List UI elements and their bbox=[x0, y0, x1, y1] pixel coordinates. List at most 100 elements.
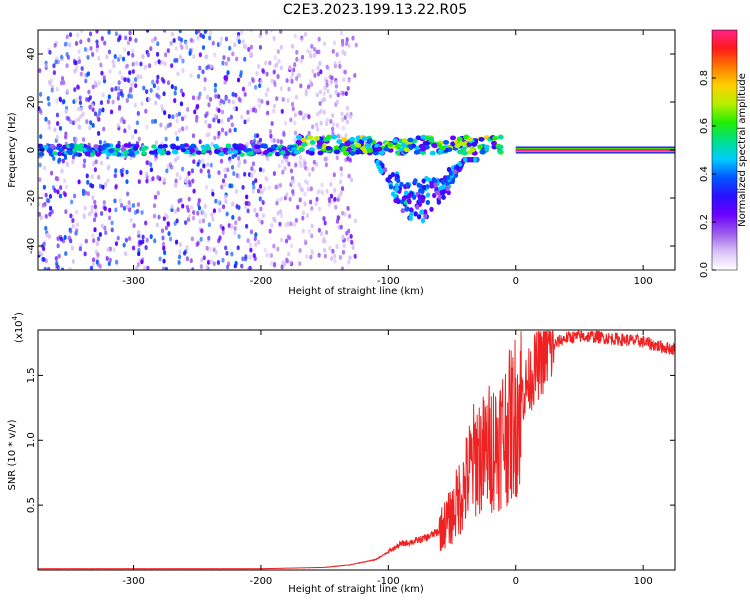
heatmap-cell bbox=[127, 236, 132, 241]
heatmap-cell bbox=[79, 113, 83, 119]
heatmap-cell bbox=[68, 42, 72, 48]
heatmap-cell bbox=[98, 232, 102, 237]
heatmap-cell bbox=[53, 127, 57, 133]
heatmap-cell bbox=[106, 178, 110, 183]
heatmap-cell bbox=[137, 136, 141, 142]
heatmap-cell bbox=[204, 184, 209, 190]
heatmap-cell bbox=[292, 222, 296, 228]
heatmap-cell bbox=[222, 99, 226, 105]
heatmap-cell bbox=[230, 122, 234, 128]
heatmap-cell bbox=[175, 172, 179, 177]
heatmap-cell bbox=[44, 213, 48, 219]
heatmap-cell bbox=[329, 193, 334, 199]
heatmap-cell bbox=[322, 91, 326, 97]
heatmap-cell bbox=[203, 86, 207, 92]
heatmap-cell bbox=[144, 220, 148, 226]
heatmap-cell bbox=[310, 206, 314, 211]
heatmap-cell bbox=[198, 65, 202, 71]
heatmap-cell bbox=[88, 211, 92, 217]
heatmap-cell bbox=[56, 121, 60, 126]
heatmap-cell bbox=[230, 183, 234, 189]
heatmap-cell bbox=[247, 201, 251, 207]
heatmap-cell bbox=[310, 248, 314, 254]
heatmap-cell bbox=[315, 122, 319, 128]
heatmap-cell bbox=[95, 30, 99, 34]
heatmap-cell bbox=[201, 149, 207, 154]
heatmap-cell bbox=[308, 150, 315, 156]
heatmap-cell bbox=[143, 265, 147, 270]
heatmap-cell bbox=[278, 182, 282, 188]
heatmap-cell bbox=[246, 238, 250, 243]
heatmap-cell bbox=[420, 218, 426, 224]
heatmap-cell bbox=[345, 112, 349, 118]
heatmap-cell bbox=[309, 254, 313, 260]
heatmap-cell bbox=[253, 207, 257, 213]
heatmap-cell bbox=[390, 171, 396, 178]
heatmap-cell bbox=[55, 112, 60, 118]
heatmap-cell bbox=[125, 98, 129, 103]
heatmap-cell bbox=[74, 137, 78, 143]
heatmap-cell bbox=[246, 208, 250, 214]
heatmap-cell bbox=[168, 162, 172, 168]
heatmap-cell bbox=[178, 175, 182, 181]
heatmap-cell bbox=[205, 54, 209, 60]
heatmap-cell bbox=[224, 96, 228, 101]
heatmap-cell bbox=[100, 211, 104, 216]
heatmap-cell bbox=[87, 97, 91, 103]
heatmap-cell bbox=[331, 248, 335, 254]
heatmap-cell bbox=[353, 73, 357, 78]
heatmap-cell bbox=[38, 68, 42, 73]
heatmap-cell bbox=[78, 124, 82, 130]
heatmap-cell bbox=[201, 34, 206, 40]
heatmap-cell bbox=[478, 136, 485, 142]
heatmap-cell bbox=[315, 92, 319, 98]
heatmap-cell bbox=[316, 140, 323, 146]
heatmap-cell bbox=[93, 144, 99, 149]
heatmap-cell bbox=[71, 218, 75, 223]
heatmap-cell bbox=[331, 48, 335, 54]
heatmap-cell bbox=[86, 179, 90, 185]
heatmap-cell bbox=[312, 46, 317, 52]
heatmap-cell bbox=[376, 164, 382, 170]
heatmap-cell bbox=[325, 79, 329, 85]
heatmap-cell bbox=[423, 213, 428, 219]
heatmap-cell bbox=[189, 148, 195, 153]
heatmap-cell bbox=[346, 85, 350, 91]
heatmap-cell bbox=[64, 108, 68, 114]
heatmap-cell bbox=[344, 141, 351, 147]
heatmap-cell bbox=[200, 257, 204, 263]
snr-x-ticks: -300 -200 -100 0 100 bbox=[122, 330, 653, 587]
heatmap-cell bbox=[44, 116, 48, 122]
heatmap-cell bbox=[125, 179, 129, 185]
heatmap-cell bbox=[191, 267, 195, 270]
heatmap-cell bbox=[162, 143, 168, 149]
heatmap-cell bbox=[140, 210, 144, 215]
heatmap-cell bbox=[174, 46, 178, 51]
heatmap-cell bbox=[131, 61, 135, 67]
heatmap-cell bbox=[366, 138, 373, 144]
heatmap-cell bbox=[221, 178, 226, 184]
heatmap-cell bbox=[95, 39, 99, 45]
heatmap-cell bbox=[207, 169, 211, 174]
heatmap-cell bbox=[358, 139, 365, 145]
heatmap-cell bbox=[280, 109, 284, 114]
heatmap-cell bbox=[349, 177, 354, 183]
heatmap-cell bbox=[338, 255, 343, 260]
heatmap-cell bbox=[255, 212, 259, 218]
heatmap-cell bbox=[160, 59, 164, 65]
heatmap-cell bbox=[47, 266, 51, 270]
heatmap-cell bbox=[163, 212, 168, 218]
heatmap-cell bbox=[60, 168, 64, 174]
heatmap-cell bbox=[246, 151, 252, 157]
heatmap-cell bbox=[153, 36, 157, 42]
heatmap-cell bbox=[258, 137, 263, 143]
heatmap-cell bbox=[230, 164, 235, 170]
heatmap-cell bbox=[287, 86, 291, 92]
heatmap-cell bbox=[190, 143, 196, 149]
heatmap-cell bbox=[151, 144, 157, 149]
heatmap-cell bbox=[295, 139, 302, 145]
heatmap-cell bbox=[83, 46, 87, 52]
heatmap-cell bbox=[135, 120, 139, 126]
heatmap-cell bbox=[310, 44, 314, 49]
heatmap-cell bbox=[119, 88, 123, 94]
